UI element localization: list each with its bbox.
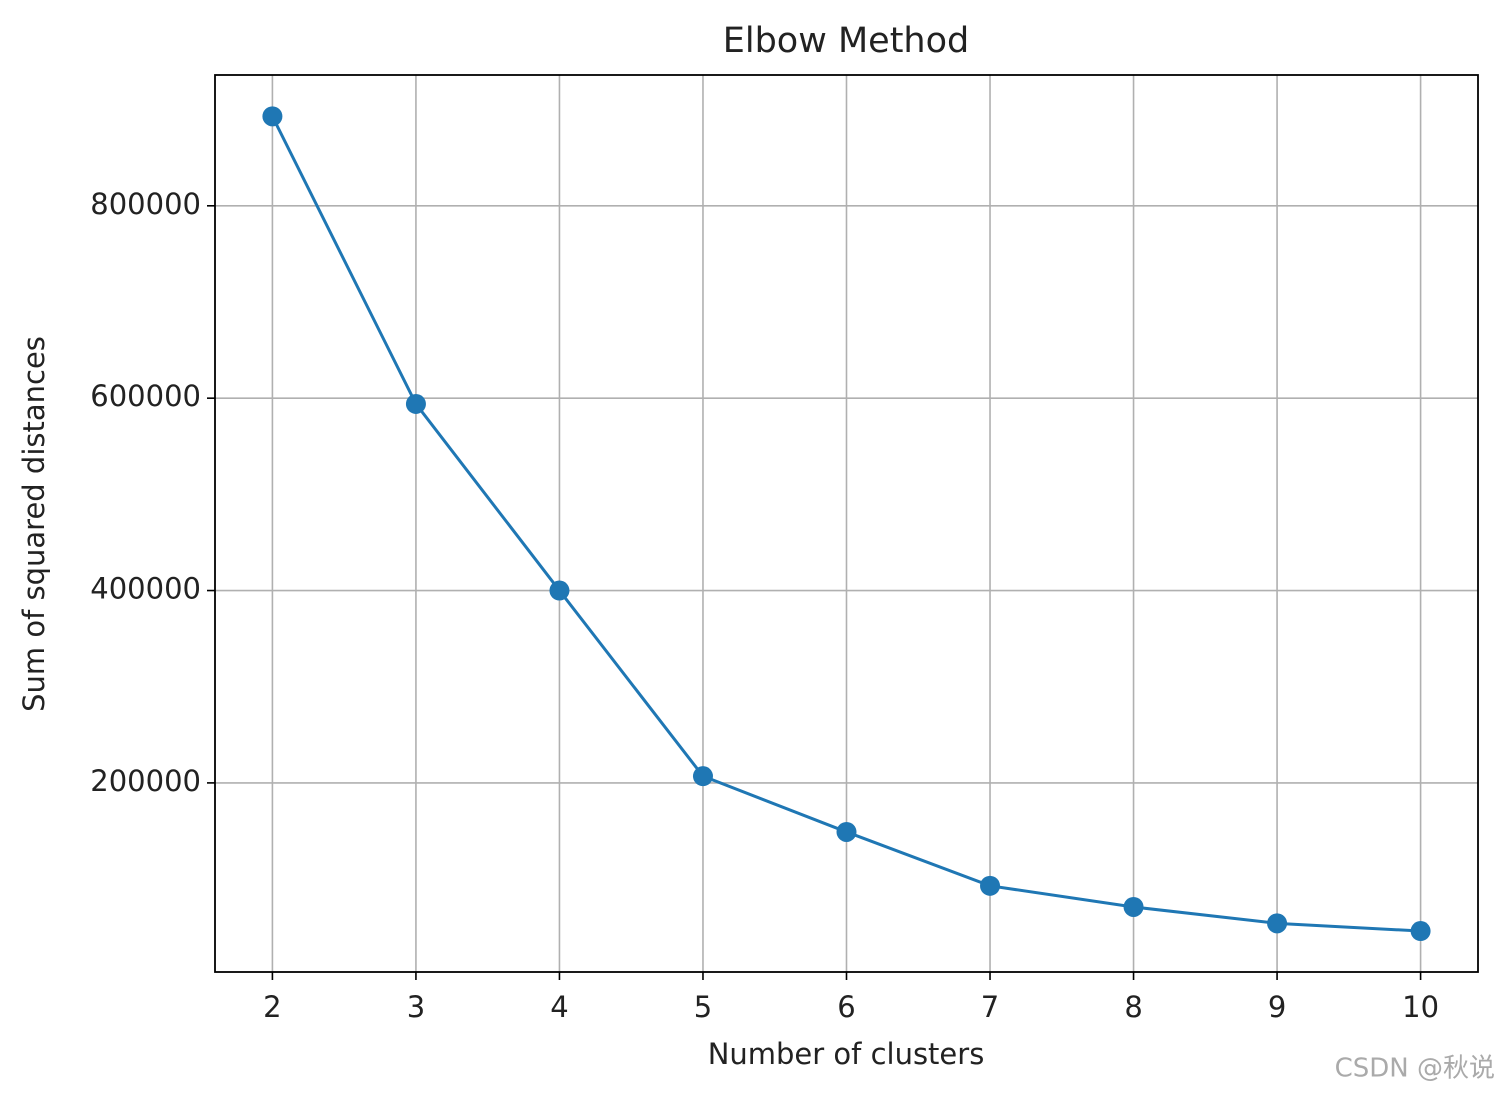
x-tick-label: 7 <box>981 990 999 1024</box>
x-axis-label: Number of clusters <box>708 1037 985 1071</box>
x-tick-label: 10 <box>1402 990 1439 1024</box>
y-tick-label: 600000 <box>90 379 201 413</box>
plot-frame <box>214 74 1479 973</box>
x-tick-label: 8 <box>1124 990 1142 1024</box>
y-tick-label: 800000 <box>90 187 201 221</box>
y-axis-label: Sum of squared distances <box>17 336 51 712</box>
x-tick-label: 3 <box>407 990 425 1024</box>
point <box>262 106 283 127</box>
point <box>980 875 1001 896</box>
point <box>549 580 570 601</box>
point <box>1123 896 1144 917</box>
y-tick-label: 200000 <box>90 764 201 798</box>
point <box>1410 921 1431 942</box>
point <box>405 393 426 414</box>
x-tick-label: 2 <box>263 990 281 1024</box>
y-tick-label: 400000 <box>90 572 201 606</box>
point <box>836 821 857 842</box>
watermark: CSDN @秋说 <box>1335 1054 1495 1084</box>
x-tick-label: 4 <box>550 990 568 1024</box>
x-tick-label: 6 <box>837 990 855 1024</box>
point <box>1267 913 1288 934</box>
x-tick-label: 9 <box>1268 990 1286 1024</box>
chart-title: Elbow Method <box>723 21 970 61</box>
x-tick-label: 5 <box>694 990 712 1024</box>
point <box>692 766 713 787</box>
